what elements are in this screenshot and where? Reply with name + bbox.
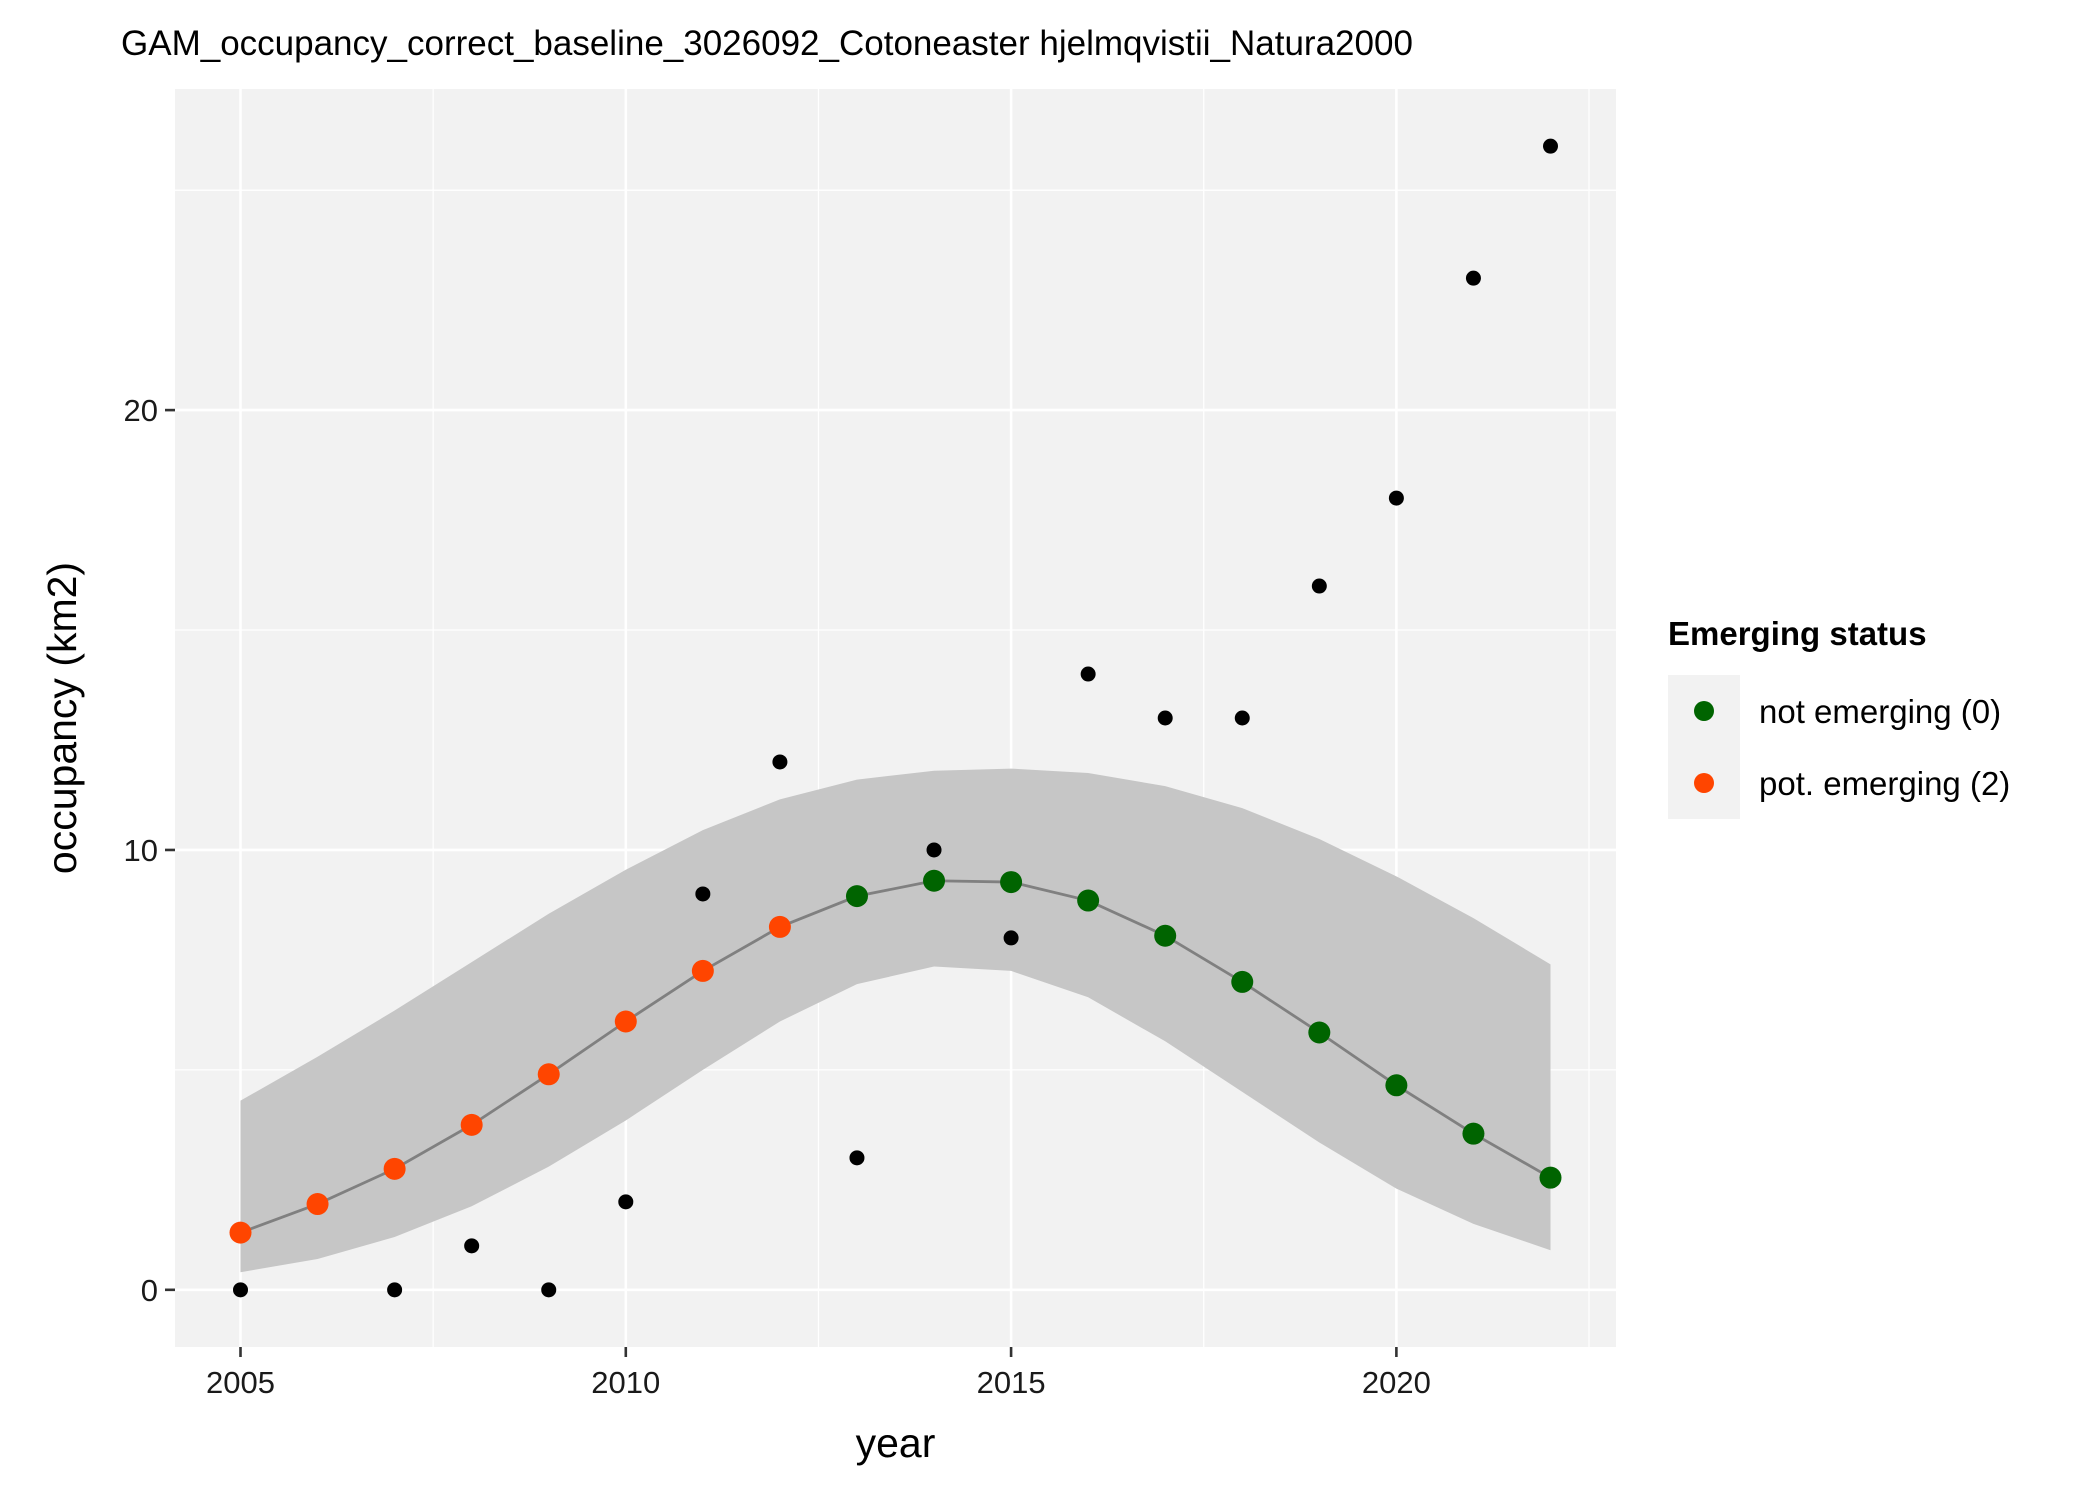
legend-key-background [1668,675,1740,819]
fitted-point [1385,1074,1408,1097]
gam-fit-layer [240,879,1552,1234]
observed-point [772,754,788,770]
y-tick-label: 20 [124,393,158,428]
fitted-point [383,1157,406,1180]
observed-point [1080,666,1096,682]
fitted-point [768,915,791,938]
observed-point [1543,138,1558,154]
fitted-point [1154,924,1177,947]
fitted-point [1308,1021,1331,1044]
fitted-point [1000,871,1023,894]
y-tick-label: 0 [141,1273,158,1308]
confidence-band [240,768,1551,1273]
x-tick-label: 2010 [591,1365,660,1400]
fitted-point [845,885,868,908]
y-axis-label: occupancy (km2) [39,562,85,874]
fitted-point [691,959,714,982]
fitted-point [229,1221,252,1244]
fitted-point [306,1193,329,1216]
observed-point [926,842,942,858]
observed-point [464,1238,480,1254]
fitted-point [923,869,946,892]
observed-point [541,1282,557,1298]
legend-title: Emerging status [1668,615,1927,652]
fitted-points-layer [229,869,1562,1244]
observed-point [1003,930,1019,946]
x-tick-label: 2005 [206,1365,275,1400]
fitted-point [537,1063,560,1086]
fitted-point [1231,970,1254,993]
confidence-band-layer [240,768,1551,1273]
fitted-point [1539,1166,1562,1189]
x-tick-label: 2020 [1362,1365,1431,1400]
legend-key-pot-emerging [1694,773,1714,793]
x-axis-label: year [856,1420,936,1466]
observed-point [1388,490,1404,506]
observed-point [1465,270,1481,286]
fitted-point [460,1113,483,1136]
fitted-point [1077,889,1100,912]
legend: Emerging status not emerging (0) pot. em… [1668,615,2010,819]
fitted-point [614,1010,637,1033]
legend-key-not-emerging [1694,701,1714,721]
observed-point [1234,710,1250,726]
observed-point [849,1150,865,1166]
observed-point [1311,578,1327,594]
legend-label-not-emerging: not emerging (0) [1759,693,2001,730]
observed-point [618,1194,634,1210]
observed-point [695,886,711,902]
legend-label-pot-emerging: pot. emerging (2) [1759,765,2010,802]
fitted-point [1462,1122,1485,1145]
observed-points-layer [233,138,1558,1298]
observed-point [233,1282,248,1298]
y-tick-label: 10 [124,833,158,868]
gam-fit-line [240,879,1552,1234]
chart-title: GAM_occupancy_correct_baseline_3026092_C… [121,24,1413,63]
grid-minor [175,89,1616,1347]
observed-point [387,1282,403,1298]
x-tick-label: 2015 [977,1365,1046,1400]
axes-layer: 2005 2010 2015 2020 0 10 20 [124,393,1431,1400]
observed-point [1157,710,1173,726]
